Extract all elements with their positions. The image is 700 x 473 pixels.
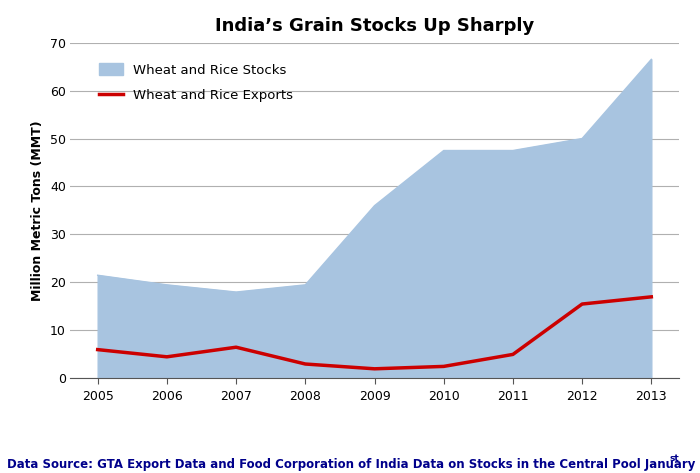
Y-axis label: Million Metric Tons (MMT): Million Metric Tons (MMT) [32,120,44,301]
Text: st: st [669,454,679,463]
Title: India’s Grain Stocks Up Sharply: India’s Grain Stocks Up Sharply [215,18,534,35]
Legend: Wheat and Rice Stocks, Wheat and Rice Exports: Wheat and Rice Stocks, Wheat and Rice Ex… [95,59,297,106]
Text: Data Source: GTA Export Data and Food Corporation of India Data on Stocks in the: Data Source: GTA Export Data and Food Co… [7,458,700,471]
